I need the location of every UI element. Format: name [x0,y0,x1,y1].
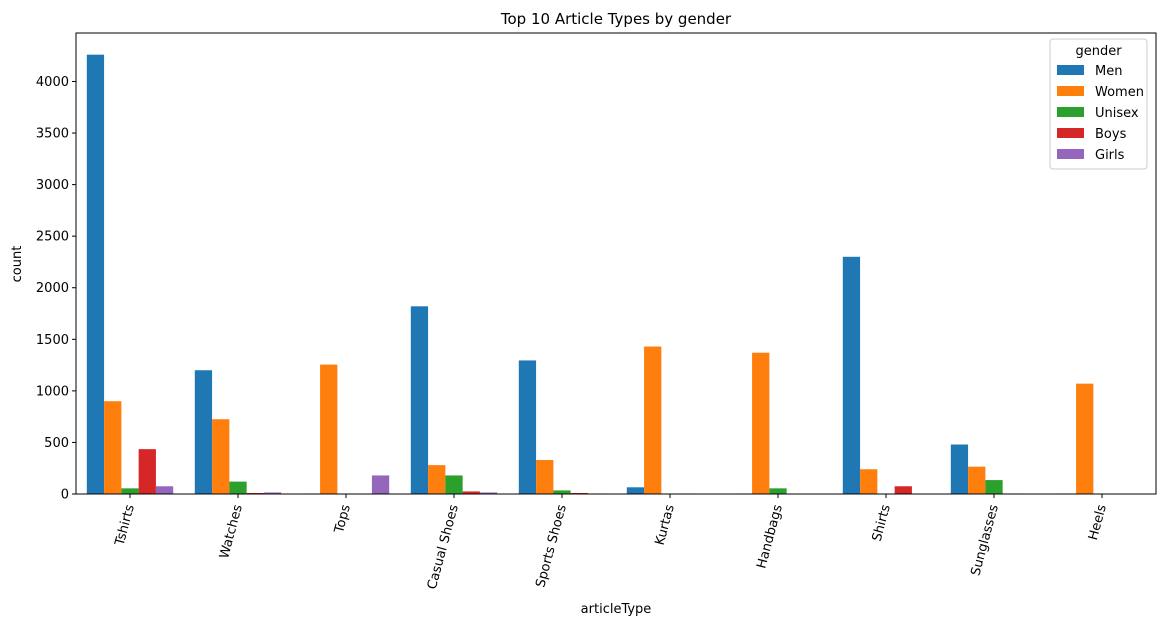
y-tick-label: 500 [44,436,69,451]
bar-women-watches [212,419,230,494]
legend-label-boys: Boys [1095,127,1127,142]
bar-women-tops [320,364,338,494]
x-tick-label: Kurtas [653,503,678,547]
bar-women-shirts [860,469,878,494]
y-tick-label: 4000 [36,75,69,90]
y-tick-label: 2500 [36,230,69,245]
legend: gender Men Women Unisex Boys Girls [1049,38,1148,170]
bar-women-kurtas [644,346,662,494]
bar-boys-casual-shoes [462,491,480,494]
bar-men-kurtas [626,487,645,494]
x-tick-label: Sports Shoes [533,503,570,589]
bar-boys-tshirts [138,449,156,494]
legend-label-girls: Girls [1095,148,1125,163]
bar-boys-watches [246,492,264,494]
bar-men-tshirts [86,54,105,494]
bar-women-handbags [752,352,770,494]
bar-unisex-watches [229,481,247,494]
plot-frame [75,32,1157,495]
bar-boys-sports-shoes [570,492,588,494]
bar-girls-tshirts [155,486,174,494]
x-tick-label: Watches [217,503,246,560]
legend-title: gender [1075,44,1122,59]
legend-label-men: Men [1095,64,1122,79]
y-tick-label: 1000 [36,384,69,399]
bar-men-sunglasses [950,444,969,494]
bar-girls-casual-shoes [479,492,498,494]
bar-men-watches [194,370,213,494]
y-axis-title: count [10,246,25,283]
y-tick-label: 3000 [36,178,69,193]
y-tick-label: 0 [61,488,69,503]
x-tick-label: Handbags [754,503,785,570]
x-tick-label: Shirts [870,503,894,543]
legend-label-women: Women [1095,85,1144,100]
y-tick-label: 1500 [36,333,69,348]
legend-swatch-girls [1057,149,1084,159]
bar-women-tshirts [104,401,122,494]
bar-women-casual-shoes [428,465,446,494]
bar-women-sunglasses [968,466,986,494]
bar-unisex-casual-shoes [445,475,463,494]
axes-layer: 0 500 1000 1500 2000 2500 3000 3500 4000 Tshirts W… [36,32,1157,591]
chart-title: Top 10 Article Types by gender [500,10,732,28]
y-tick-label: 2000 [36,281,69,296]
bar-unisex-sports-shoes [553,490,571,494]
bar-men-casual-shoes [410,306,429,494]
legend-swatch-men [1057,65,1084,75]
legend-swatch-unisex [1057,107,1084,117]
legend-label-unisex: Unisex [1095,106,1139,121]
bar-unisex-handbags [769,488,787,494]
bar-unisex-sunglasses [985,480,1003,494]
bar-girls-watches [263,492,282,494]
legend-swatch-boys [1057,128,1084,138]
bar-unisex-tshirts [121,488,139,494]
bar-women-sports-shoes [536,459,554,494]
x-tick-label: Tops [332,503,354,536]
bar-men-sports-shoes [518,360,537,494]
y-tick-label: 3500 [36,127,69,142]
bar-women-heels [1076,383,1094,494]
x-axis-title: articleType [581,602,652,617]
x-tick-label: Tshirts [112,503,138,548]
bar-girls-tops [371,475,390,494]
x-tick-label: Heels [1086,503,1110,542]
bar-men-shirts [842,256,861,494]
legend-swatch-women [1057,86,1084,96]
bars-layer [86,54,1094,494]
x-tick-label: Casual Shoes [425,503,462,591]
bar-boys-shirts [894,486,912,494]
x-tick-label: Sunglasses [969,503,1002,577]
